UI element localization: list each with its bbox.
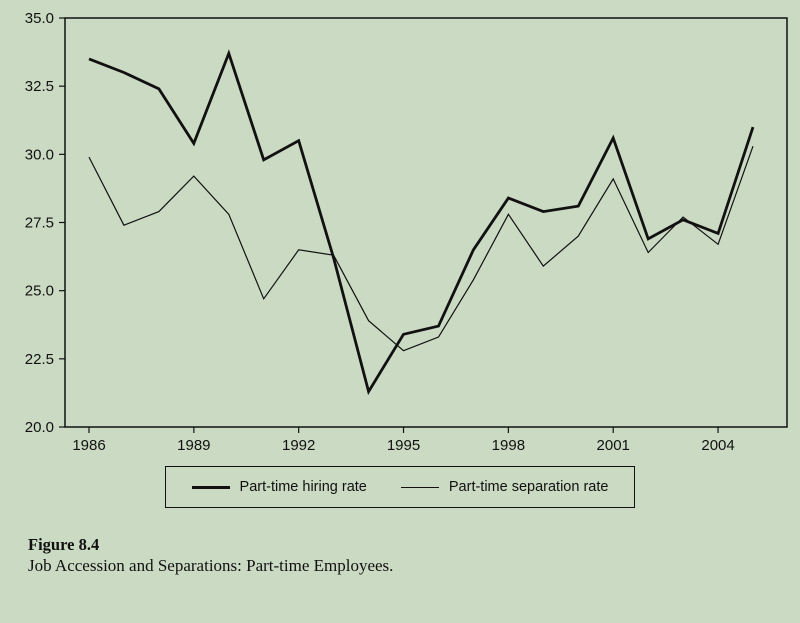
y-tick-label: 22.5: [25, 351, 54, 368]
y-tick-label: 32.5: [25, 78, 54, 95]
legend: Part-time hiring rate Part-time separati…: [0, 466, 800, 508]
hiring-rate-line: [88, 49, 755, 396]
y-tick-label: 27.5: [25, 215, 54, 232]
x-tick-label: 1998: [492, 437, 525, 452]
x-tick-label: 1992: [282, 437, 315, 452]
legend-item-separation: Part-time separation rate: [400, 479, 609, 495]
figure-number: Figure 8.4: [28, 535, 100, 554]
legend-item-hiring: Part-time hiring rate: [191, 479, 367, 495]
chart-svg: 20.0 22.5 25.0 27.5 30.0 32.5 35.0 1986 1989 1992…: [25, 10, 788, 454]
legend-box: Part-time hiring rate Part-time separati…: [164, 466, 636, 508]
separation-rate-line: [88, 145, 754, 352]
y-tick-label: 25.0: [25, 283, 54, 300]
legend-label-hiring: Part-time hiring rate: [239, 479, 367, 495]
x-tick-label: 1989: [177, 437, 210, 452]
y-tick-label: 35.0: [25, 10, 54, 27]
chart-area: 20.0 22.5 25.0 27.5 30.0 32.5 35.0 1986 1989 1992…: [25, 10, 788, 454]
figure-title: Job Accession and Separations: Part-time…: [28, 556, 394, 576]
x-tick-label: 1995: [387, 437, 420, 452]
x-tick-label: 2001: [597, 437, 630, 452]
x-tick-label: 2004: [701, 437, 734, 452]
y-tick-label: 30.0: [25, 146, 54, 163]
x-tick-label: 1986: [72, 437, 105, 452]
separation-line-sample: [400, 486, 439, 488]
legend-label-separation: Part-time separation rate: [448, 479, 609, 495]
y-tick-label: 20.0: [25, 419, 54, 436]
figure-caption: Figure 8.4 Job Accession and Separations…: [28, 534, 800, 578]
hiring-line-sample: [191, 485, 230, 489]
